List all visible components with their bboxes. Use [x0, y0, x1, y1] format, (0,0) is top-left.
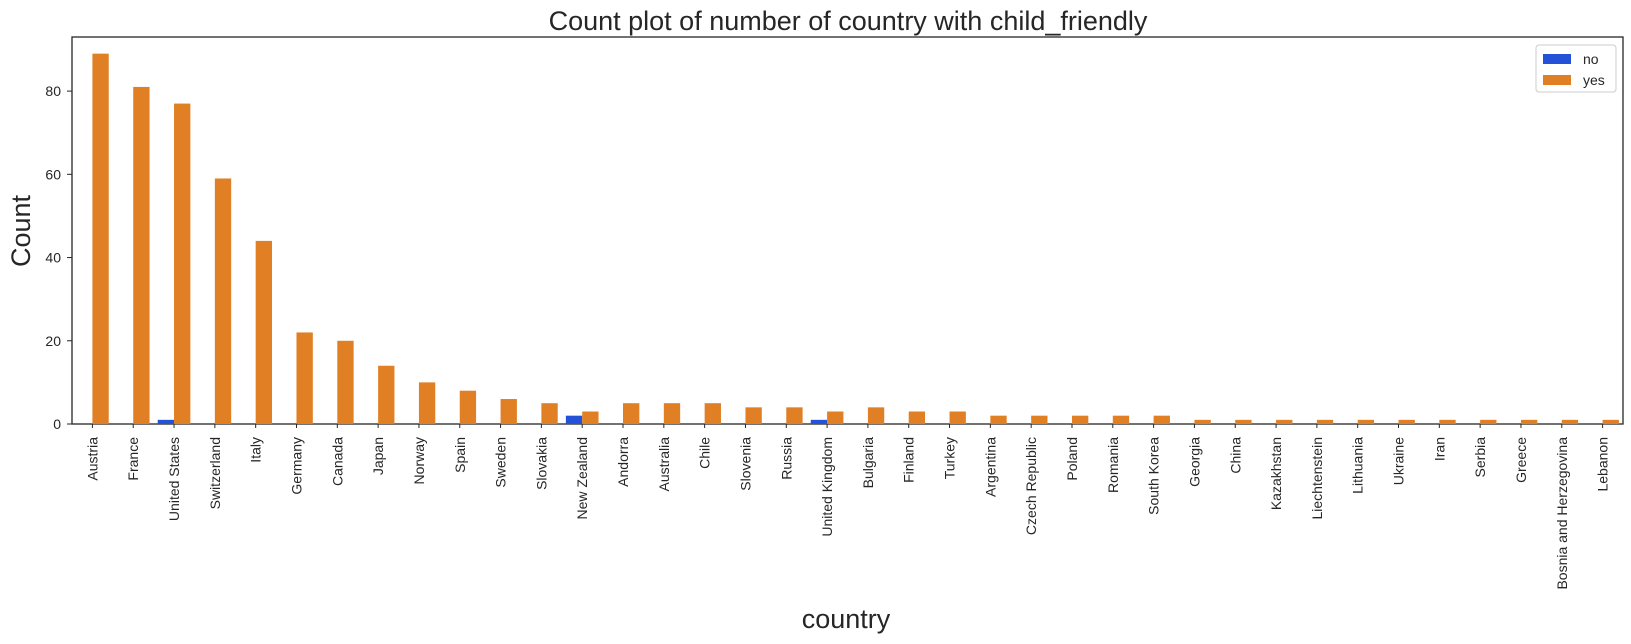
bar-yes-georgia [1194, 419, 1211, 424]
bar-yes-lebanon [1602, 419, 1619, 424]
bar-yes-serbia [1480, 419, 1497, 424]
bar-yes-germany [296, 332, 313, 424]
x-tick-label: Chile [697, 437, 713, 469]
x-tick-label: Turkey [942, 437, 958, 479]
x-tick-label: United Kingdom [819, 437, 835, 537]
bar-yes-austria [92, 53, 109, 424]
x-tick-label: Russia [778, 437, 794, 480]
chart-title: Count plot of number of country with chi… [549, 6, 1148, 36]
bar-yes-andorra [623, 403, 640, 424]
x-tick-label: Italy [248, 437, 264, 463]
x-tick-label: Canada [329, 437, 345, 486]
x-tick-label: Iran [1431, 437, 1447, 461]
legend-label-no: no [1583, 51, 1599, 67]
legend-label-yes: yes [1583, 72, 1605, 88]
x-tick-label: Germany [288, 437, 304, 495]
bar-yes-turkey [949, 411, 966, 424]
x-tick-label: Norway [411, 437, 427, 484]
x-tick-label: Georgia [1186, 437, 1202, 487]
x-axis-ticks: Austria France United States Switzerland Ita… [84, 424, 1611, 590]
x-tick-label: Spain [452, 437, 468, 473]
bar-yes-russia [786, 407, 803, 424]
y-tick-label: 60 [45, 166, 61, 182]
x-tick-label: Czech Republic [1023, 437, 1039, 535]
legend-swatch-no [1543, 54, 1571, 64]
bar-yes-new-zealand [582, 411, 599, 424]
bar-yes-united-kingdom [827, 411, 844, 424]
x-tick-label: Romania [1105, 437, 1121, 493]
bar-no-united-kingdom [810, 419, 828, 424]
bar-yes-liechtenstein [1316, 419, 1334, 424]
plot-area [71, 36, 1624, 425]
bar-yes-south-korea [1153, 415, 1170, 424]
x-axis-label: country [802, 604, 891, 634]
bar-yes-spain [459, 390, 477, 424]
bar-yes-france [133, 86, 150, 424]
bar-yes-greece [1520, 419, 1538, 424]
y-tick-label: 40 [45, 250, 61, 266]
x-tick-label: Slovakia [533, 437, 549, 490]
plot-frame [71, 36, 1624, 425]
y-axis-label: Count [6, 194, 36, 267]
x-tick-label: Sweden [493, 437, 509, 488]
x-tick-label: New Zealand [574, 437, 590, 520]
bar-no-new-zealand [565, 415, 583, 424]
bar-yes-norway [418, 382, 436, 424]
x-tick-label: Liechtenstein [1309, 437, 1325, 520]
x-tick-label: Japan [370, 437, 386, 475]
bar-yes-lithuania [1357, 419, 1375, 424]
bar-yes-czech-republic [1031, 415, 1048, 424]
y-tick-label: 80 [45, 83, 61, 99]
x-tick-label: Argentina [982, 437, 998, 497]
x-tick-label: Kazakhstan [1268, 437, 1284, 510]
x-tick-label: Lebanon [1595, 437, 1611, 492]
bar-yes-finland [908, 411, 926, 424]
bar-yes-bosnia-and-herzegovina [1561, 419, 1579, 424]
x-tick-label: United States [166, 437, 182, 521]
x-tick-label: Bulgaria [860, 437, 876, 489]
x-tick-label: Australia [656, 437, 672, 492]
x-tick-label: Lithuania [1350, 437, 1366, 494]
x-tick-label: Ukraine [1391, 437, 1407, 485]
bar-yes-romania [1112, 415, 1130, 424]
x-tick-label: Greece [1513, 437, 1529, 483]
bars [92, 53, 1619, 425]
x-tick-label: Austria [84, 437, 100, 481]
legend: no yes [1535, 44, 1617, 93]
y-tick-label: 20 [45, 333, 61, 349]
bar-yes-slovenia [745, 407, 762, 424]
bar-yes-chile [704, 403, 721, 424]
bar-yes-canada [337, 340, 354, 424]
x-tick-label: China [1227, 437, 1243, 474]
x-tick-label: Bosnia and Herzegovina [1554, 437, 1570, 590]
y-tick-label: 0 [53, 416, 61, 432]
y-axis-ticks: 0 20 40 60 80 [45, 83, 72, 432]
bar-no-united-states [157, 419, 175, 424]
x-tick-label: Finland [901, 437, 917, 483]
bar-yes-sweden [500, 399, 517, 424]
legend-swatch-yes [1543, 75, 1571, 85]
bar-yes-australia [663, 403, 681, 424]
x-tick-label: Switzerland [207, 437, 223, 509]
x-tick-label: Poland [1064, 437, 1080, 481]
bar-yes-iran [1439, 419, 1456, 424]
bar-yes-argentina [990, 415, 1007, 424]
x-tick-label: Serbia [1472, 437, 1488, 478]
bar-yes-italy [255, 240, 272, 424]
bar-yes-china [1235, 419, 1252, 424]
bar-yes-united-states [174, 103, 191, 425]
bar-yes-japan [378, 365, 395, 424]
x-tick-label: South Korea [1146, 437, 1162, 515]
bar-yes-bulgaria [867, 407, 885, 424]
x-tick-label: Slovenia [737, 437, 753, 491]
bar-yes-poland [1071, 415, 1089, 424]
bar-yes-switzerland [214, 178, 232, 424]
bar-yes-kazakhstan [1276, 419, 1293, 424]
x-tick-label: France [125, 437, 141, 481]
x-tick-label: Andorra [615, 437, 631, 487]
bar-yes-ukraine [1398, 419, 1415, 424]
bar-yes-slovakia [541, 403, 558, 424]
